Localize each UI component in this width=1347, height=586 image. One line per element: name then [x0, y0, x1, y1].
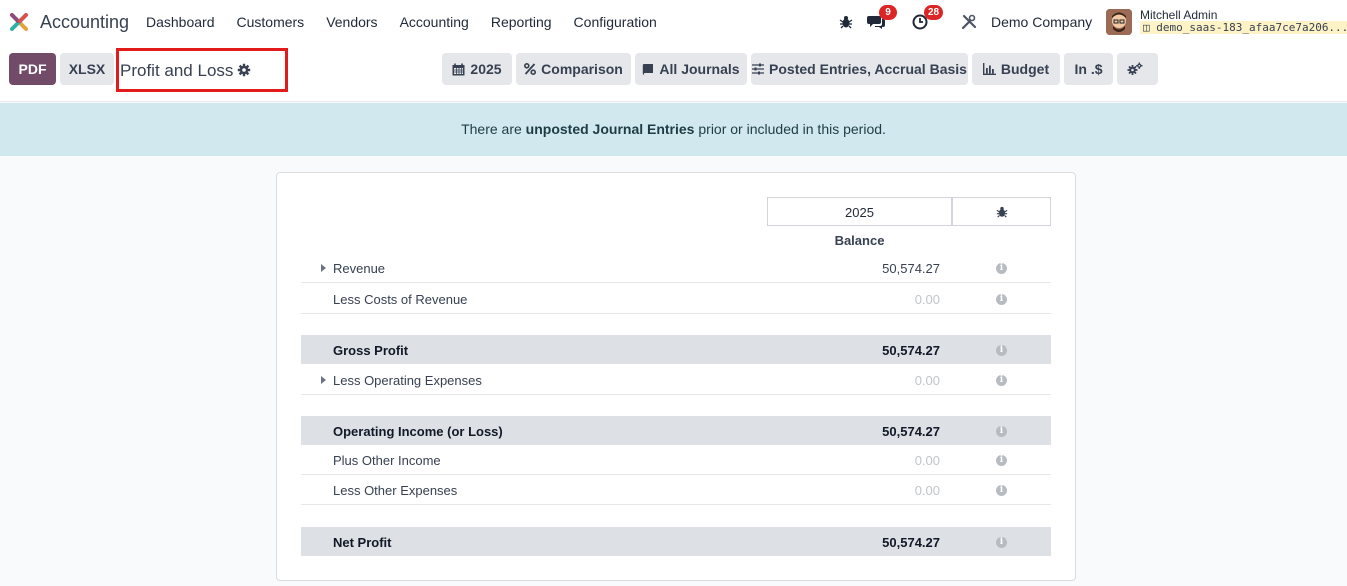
- company-name[interactable]: Demo Company: [991, 14, 1093, 30]
- tools-icon: [961, 14, 977, 30]
- pdf-button[interactable]: PDF: [9, 53, 56, 85]
- entries-filter-button[interactable]: Posted Entries, Accrual Basis: [751, 53, 968, 85]
- report-total-gross-profit: Gross Profit 50,574.27 i: [301, 335, 1051, 364]
- report-line-other-income: Plus Other Income 0.00 i: [301, 445, 1051, 475]
- activities-button[interactable]: 28: [912, 5, 948, 36]
- accounting-app-icon[interactable]: [9, 12, 29, 32]
- info-icon[interactable]: i: [996, 426, 1007, 437]
- messages-count-badge: 9: [879, 5, 897, 20]
- line-value: 0.00: [914, 292, 940, 307]
- date-filter-label: 2025: [470, 61, 502, 77]
- app-name[interactable]: Accounting: [40, 12, 130, 32]
- expand-caret-icon[interactable]: [321, 376, 326, 384]
- percent-icon: [524, 63, 537, 75]
- menu-item-accounting[interactable]: Accounting: [399, 14, 469, 30]
- report-line-operating-expenses[interactable]: Less Operating Expenses 0.00 i: [301, 365, 1051, 395]
- line-label: Less Costs of Revenue: [333, 292, 468, 307]
- switch-company-tools[interactable]: [961, 8, 977, 36]
- messages-button[interactable]: 9: [867, 5, 897, 36]
- column-header-balance: Balance: [834, 233, 885, 248]
- database-label: demo_saas-183_afaa7ce7a206...: [1156, 21, 1347, 34]
- line-value: 50,574.27: [882, 343, 940, 358]
- calendar-icon: [452, 63, 465, 75]
- avatar-image-icon: [1106, 9, 1132, 35]
- unposted-entries-alert: There are unposted Journal Entries prior…: [0, 103, 1347, 156]
- line-label: Plus Other Income: [333, 453, 441, 468]
- report-title-box: Profit and Loss: [116, 48, 288, 92]
- entries-filter-label: Posted Entries, Accrual Basis: [769, 61, 967, 77]
- unposted-entries-link[interactable]: unposted Journal Entries: [525, 121, 695, 137]
- bar-chart-icon: [982, 63, 996, 75]
- alert-prefix: There are: [461, 121, 526, 137]
- line-value: 0.00: [914, 373, 940, 388]
- expand-caret-icon[interactable]: [321, 264, 326, 272]
- line-label: Less Other Expenses: [333, 483, 458, 498]
- line-value: 0.00: [914, 483, 940, 498]
- column-header-period[interactable]: 2025: [767, 197, 952, 226]
- menu-item-customers[interactable]: Customers: [236, 14, 305, 30]
- budget-label: Budget: [1000, 61, 1050, 77]
- database-name: ◫ demo_saas-183_afaa7ce7a206...: [1140, 21, 1347, 34]
- debug-button[interactable]: [839, 8, 853, 36]
- currency-label: In .$: [1074, 61, 1103, 77]
- user-name[interactable]: Mitchell Admin: [1140, 8, 1218, 22]
- xlsx-button[interactable]: XLSX: [60, 53, 114, 85]
- report-title: Profit and Loss: [120, 61, 234, 80]
- sliders-icon: [752, 63, 765, 75]
- cogs-icon: [1127, 62, 1143, 75]
- bug-icon: [839, 16, 853, 29]
- gear-icon[interactable]: [237, 63, 251, 77]
- info-icon[interactable]: i: [996, 537, 1007, 548]
- info-icon[interactable]: i: [996, 375, 1007, 386]
- date-filter-button[interactable]: 2025: [442, 53, 512, 85]
- debug-column-header[interactable]: [952, 197, 1051, 226]
- report-total-net-profit: Net Profit 50,574.27 i: [301, 527, 1051, 556]
- info-icon[interactable]: i: [996, 455, 1007, 466]
- line-label: Gross Profit: [333, 343, 409, 358]
- book-icon: [643, 63, 654, 75]
- info-icon[interactable]: i: [996, 485, 1007, 496]
- budget-button[interactable]: Budget: [972, 53, 1060, 85]
- info-icon[interactable]: i: [996, 345, 1007, 356]
- main-menu: Dashboard Customers Vendors Accounting R…: [146, 14, 679, 30]
- line-label: Revenue: [333, 261, 386, 276]
- activities-count-badge: 28: [924, 5, 944, 20]
- bug-icon: [996, 206, 1007, 218]
- line-label: Operating Income (or Loss): [333, 424, 503, 439]
- user-avatar[interactable]: [1106, 9, 1132, 35]
- line-value[interactable]: 50,574.27: [882, 261, 940, 276]
- top-navbar: Accounting Dashboard Customers Vendors A…: [0, 0, 1347, 44]
- line-value: 50,574.27: [882, 535, 940, 550]
- menu-item-vendors[interactable]: Vendors: [326, 14, 378, 30]
- report-card: 2025 Balance Revenue 50,574.27 i Less Co…: [276, 172, 1076, 581]
- line-label: Net Profit: [333, 535, 392, 550]
- settings-button[interactable]: [1117, 53, 1158, 85]
- line-value: 0.00: [914, 453, 940, 468]
- comparison-button[interactable]: Comparison: [516, 53, 631, 85]
- journals-filter-button[interactable]: All Journals: [635, 53, 747, 85]
- info-icon[interactable]: i: [996, 263, 1007, 274]
- currency-button[interactable]: In .$: [1064, 53, 1113, 85]
- journals-filter-label: All Journals: [659, 61, 740, 77]
- clock-icon: [912, 14, 928, 30]
- report-total-operating-income: Operating Income (or Loss) 50,574.27 i: [301, 416, 1051, 445]
- menu-item-configuration[interactable]: Configuration: [573, 14, 657, 30]
- report-line-other-expenses: Less Other Expenses 0.00 i: [301, 475, 1051, 505]
- alert-suffix: prior or included in this period.: [694, 121, 886, 137]
- info-icon[interactable]: i: [996, 294, 1007, 305]
- comparison-label: Comparison: [541, 61, 623, 77]
- report-line-costs-of-revenue: Less Costs of Revenue 0.00 i: [301, 284, 1051, 314]
- control-panel: PDF XLSX Profit and Loss 2025 Comparison…: [0, 44, 1347, 102]
- menu-item-reporting[interactable]: Reporting: [490, 14, 552, 30]
- database-icon: ◫: [1143, 21, 1150, 34]
- line-label: Less Operating Expenses: [333, 373, 482, 388]
- line-value: 50,574.27: [882, 424, 940, 439]
- menu-item-dashboard[interactable]: Dashboard: [146, 14, 215, 30]
- report-line-revenue[interactable]: Revenue 50,574.27 i: [301, 253, 1051, 283]
- chat-icon: [867, 16, 885, 29]
